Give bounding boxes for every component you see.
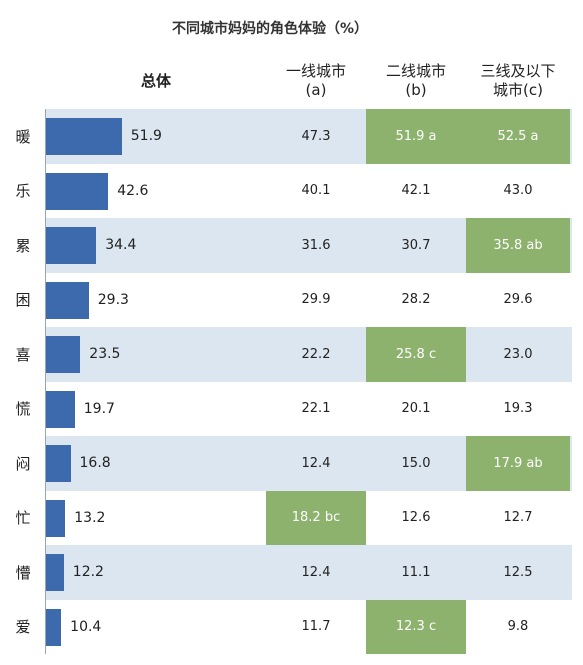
cell-city-b: 15.0 — [401, 455, 431, 471]
table-row: 困 29.3 29.9 28.2 29.6 — [0, 273, 583, 328]
cell-city-a: 12.4 — [301, 564, 331, 580]
overall-bar-label: 34.4 — [105, 237, 137, 254]
overall-bar — [46, 172, 109, 210]
cell-city-a: 47.3 — [301, 128, 331, 144]
cell-city-c: 9.8 — [507, 619, 529, 635]
row-label: 累 — [15, 236, 31, 255]
cell-city-b: 51.9 a — [366, 109, 466, 164]
header-city-a-line1: 一线城市 — [285, 62, 346, 80]
row-band — [46, 327, 572, 382]
table-row: 累 34.4 31.6 30.7 35.8 ab — [0, 218, 583, 273]
header-city-c-line2: 城市(c) — [493, 81, 543, 99]
cell-city-b: 25.8 c — [366, 327, 466, 382]
row-label: 慌 — [15, 400, 31, 419]
table-row: 忙 13.2 18.2 bc 12.6 12.7 — [0, 490, 583, 545]
table-row: 慌 19.7 22.1 20.1 19.3 — [0, 382, 583, 437]
overall-bar — [46, 227, 97, 264]
cell-city-a: 11.7 — [301, 619, 331, 635]
cell-city-c: 12.5 — [503, 564, 533, 580]
overall-bar-label: 19.7 — [83, 400, 115, 417]
table-row: 闷 16.8 12.4 15.0 17.9 ab — [0, 436, 583, 491]
cell-city-b: 42.1 — [401, 183, 431, 199]
cell-city-a: 18.2 bc — [266, 490, 366, 545]
row-band — [46, 545, 572, 600]
overall-bar-label: 13.2 — [74, 509, 106, 526]
row-label: 懵 — [15, 563, 31, 582]
cell-city-c: 43.0 — [503, 183, 533, 199]
row-label: 忙 — [15, 509, 31, 528]
overall-bar-label: 16.8 — [79, 455, 111, 472]
table-row: 爱 10.4 11.7 12.3 c 9.8 — [0, 599, 583, 654]
overall-bar-label: 51.9 — [130, 128, 162, 145]
overall-bar-label: 10.4 — [70, 618, 102, 635]
cell-city-b: 28.2 — [401, 292, 431, 308]
row-label: 暖 — [15, 127, 31, 146]
header-overall: 总体 — [140, 72, 171, 90]
table-body: 暖 51.9 47.3 51.9 a 52.5 a 乐 42.6 40.1 42.1 43.0 累 3… — [0, 109, 583, 654]
overall-bar — [46, 445, 71, 482]
row-label: 乐 — [15, 182, 31, 201]
overall-bar — [46, 499, 66, 537]
bar-axis-line — [45, 109, 46, 654]
overall-bar — [46, 608, 62, 646]
cell-city-b: 12.3 c — [366, 599, 466, 654]
cell-city-a: 31.6 — [301, 237, 331, 253]
cell-city-c: 35.8 ab — [466, 218, 570, 273]
overall-bar — [46, 281, 89, 319]
header-city-b: 二线城市 (b) — [366, 62, 466, 100]
header-city-b-line2: (b) — [405, 81, 427, 99]
cell-city-b: 20.1 — [401, 401, 431, 417]
row-label: 爱 — [15, 618, 31, 637]
cell-city-a: 22.1 — [301, 401, 331, 417]
overall-bar — [46, 390, 75, 428]
overall-bar-label: 42.6 — [117, 182, 149, 199]
overall-bar-label: 29.3 — [97, 291, 129, 308]
cell-city-a: 40.1 — [301, 183, 331, 199]
row-label: 闷 — [15, 454, 31, 473]
header-city-c-line1: 三线及以下 — [480, 62, 556, 80]
overall-bar — [46, 554, 64, 591]
header-city-a: 一线城市 (a) — [266, 62, 366, 100]
cell-city-b: 30.7 — [401, 237, 431, 253]
cell-city-b: 12.6 — [401, 510, 431, 526]
header-city-c: 三线及以下 城市(c) — [466, 62, 570, 100]
row-label: 喜 — [15, 345, 31, 364]
cell-city-c: 12.7 — [503, 510, 533, 526]
cell-city-c: 29.6 — [503, 292, 533, 308]
overall-bar — [46, 336, 81, 373]
overall-bar — [46, 118, 122, 155]
cell-city-c: 52.5 a — [466, 109, 570, 164]
table-row: 喜 23.5 22.2 25.8 c 23.0 — [0, 327, 583, 382]
row-label: 困 — [15, 291, 31, 310]
cell-city-c: 19.3 — [503, 401, 533, 417]
overall-bar-label: 23.5 — [89, 346, 121, 363]
cell-city-a: 29.9 — [301, 292, 331, 308]
table-row: 懵 12.2 12.4 11.1 12.5 — [0, 545, 583, 600]
cell-city-a: 12.4 — [301, 455, 331, 471]
cell-city-b: 11.1 — [401, 564, 431, 580]
chart-title: 不同城市妈妈的角色体验（%） — [171, 21, 369, 37]
overall-bar-label: 12.2 — [72, 564, 104, 581]
header-city-b-line1: 二线城市 — [385, 62, 446, 80]
cell-city-a: 22.2 — [301, 346, 331, 362]
cell-city-c: 23.0 — [503, 346, 533, 362]
table-row: 暖 51.9 47.3 51.9 a 52.5 a — [0, 109, 583, 164]
header-city-a-line2: (a) — [305, 81, 327, 99]
cell-city-c: 17.9 ab — [466, 436, 570, 491]
table-row: 乐 42.6 40.1 42.1 43.0 — [0, 164, 583, 219]
